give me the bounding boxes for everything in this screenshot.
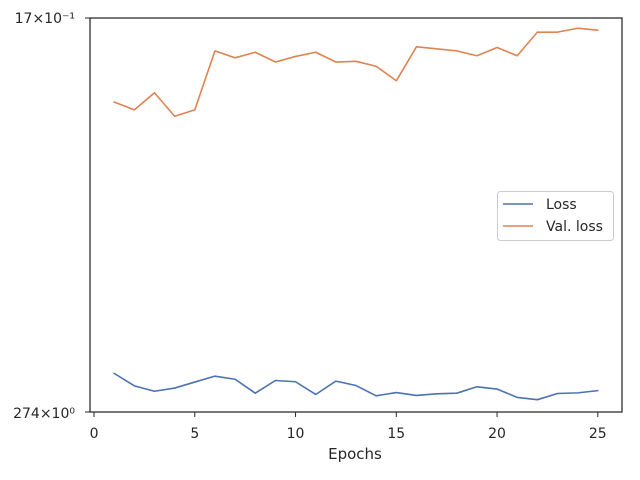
plot-frame (89, 17, 623, 413)
x-tick-label: 10 (287, 426, 305, 442)
x-tick-label: 5 (190, 426, 199, 442)
x-tick-label: 15 (387, 426, 405, 442)
series-layer (113, 27, 599, 401)
legend-label: Loss (546, 197, 577, 213)
x-tick-label: 0 (90, 426, 99, 442)
legend-label: Val. loss (546, 219, 603, 235)
y-axis: 274×10⁰ 17×10⁻¹ (13, 11, 90, 422)
x-axis: 0 5 10 15 20 25 (90, 412, 607, 442)
x-tick-label: 25 (589, 426, 607, 442)
y-tick-label: 17×10⁻¹ (15, 11, 75, 27)
legend: Loss Val. loss (497, 191, 614, 241)
x-axis-label: Epochs (328, 445, 382, 463)
y-tick-label: 274×10⁰ (13, 406, 75, 422)
x-tick-label: 20 (488, 426, 506, 442)
